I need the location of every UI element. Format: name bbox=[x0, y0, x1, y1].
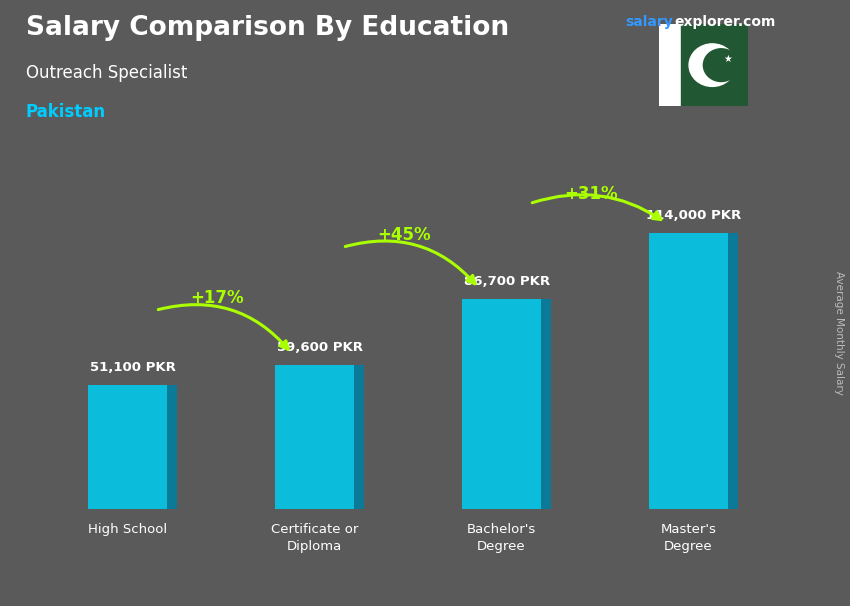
Text: 86,700 PKR: 86,700 PKR bbox=[463, 275, 550, 288]
FancyArrowPatch shape bbox=[345, 241, 475, 284]
Text: +17%: +17% bbox=[190, 289, 244, 307]
FancyArrowPatch shape bbox=[532, 195, 661, 219]
Text: +31%: +31% bbox=[564, 185, 618, 203]
Polygon shape bbox=[167, 385, 177, 509]
Text: ★: ★ bbox=[723, 53, 732, 64]
Bar bbox=[275, 365, 354, 509]
Text: Outreach Specialist: Outreach Specialist bbox=[26, 64, 187, 82]
FancyArrowPatch shape bbox=[158, 305, 288, 349]
Text: Pakistan: Pakistan bbox=[26, 103, 105, 121]
Bar bbox=[649, 233, 728, 509]
Circle shape bbox=[703, 49, 739, 81]
Text: 114,000 PKR: 114,000 PKR bbox=[646, 209, 741, 222]
Text: explorer.com: explorer.com bbox=[674, 15, 775, 29]
Text: 59,600 PKR: 59,600 PKR bbox=[276, 341, 363, 354]
Bar bbox=[681, 24, 748, 106]
Bar bbox=[88, 385, 167, 509]
Polygon shape bbox=[354, 365, 364, 509]
Text: +45%: +45% bbox=[377, 226, 431, 244]
Bar bbox=[462, 299, 541, 509]
Text: salary: salary bbox=[625, 15, 672, 29]
Text: Average Monthly Salary: Average Monthly Salary bbox=[834, 271, 844, 395]
Polygon shape bbox=[541, 299, 551, 509]
Polygon shape bbox=[728, 233, 738, 509]
Circle shape bbox=[689, 44, 735, 87]
Text: Salary Comparison By Education: Salary Comparison By Education bbox=[26, 15, 508, 41]
Text: 51,100 PKR: 51,100 PKR bbox=[90, 361, 176, 375]
